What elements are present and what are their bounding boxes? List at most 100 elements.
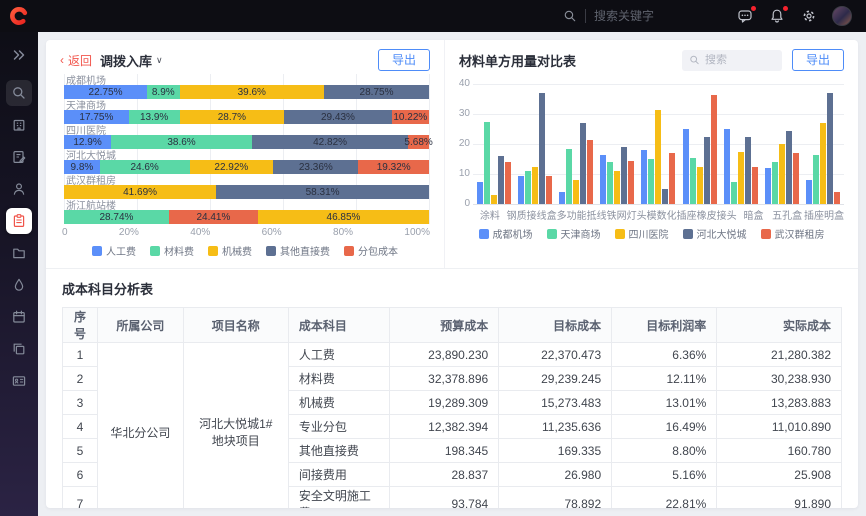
grouped-chart-legend: 成都机场 天津商场 四川医院 河北大悦城 武汉群租房 — [445, 226, 858, 241]
cell-target: 15,273.483 — [498, 390, 613, 415]
cell-subject: 其他直接费 — [287, 438, 391, 463]
cell-index: 2 — [61, 366, 99, 391]
sidebar-item-materials[interactable] — [6, 272, 32, 298]
legend-item[interactable]: 人工费 — [92, 243, 136, 258]
sidebar — [0, 32, 38, 516]
sidebar-item-users[interactable] — [6, 176, 32, 202]
stacked-bar-segment: 24.6% — [99, 160, 190, 174]
sidebar-item-inventory[interactable] — [6, 208, 32, 234]
sidebar-item-copy[interactable] — [6, 336, 32, 362]
legend-item[interactable]: 河北大悦城 — [682, 226, 747, 241]
cell-target-rate: 13.01% — [611, 390, 718, 415]
legend-item[interactable]: 武汉群租房 — [760, 226, 825, 241]
bar — [779, 144, 786, 204]
cell-target-rate: 16.49% — [611, 414, 718, 439]
page-title[interactable]: 调拨入库 — [100, 53, 153, 69]
bar — [614, 171, 621, 204]
cell-target-rate: 6.36% — [611, 342, 718, 367]
bar — [820, 123, 827, 204]
x-axis-tick: 40% — [190, 227, 211, 238]
legend-item[interactable]: 材料费 — [150, 243, 194, 258]
avatar[interactable] — [832, 6, 852, 26]
cell-index: 6 — [61, 462, 99, 487]
topbar — [0, 0, 866, 32]
sidebar-item-transfer[interactable] — [6, 368, 32, 394]
stacked-chart-legend: 人工费 材料费 机械费 其他直接费 分包成本 — [46, 243, 444, 258]
bar — [497, 156, 504, 204]
legend-item[interactable]: 机械费 — [208, 243, 252, 258]
cell-target: 11,235.636 — [498, 414, 613, 439]
back-link[interactable]: ‹ 返回 — [60, 52, 92, 69]
search-icon — [690, 55, 699, 65]
column-header: 成本科目 — [287, 307, 391, 343]
legend-label: 四川医院 — [628, 230, 669, 241]
bar — [834, 192, 841, 204]
legend-item[interactable]: 成都机场 — [478, 226, 533, 241]
sidebar-item-search[interactable] — [6, 80, 32, 106]
bar — [786, 130, 793, 204]
sidebar-item-organization[interactable] — [6, 112, 32, 138]
cell-subject: 材料费 — [287, 366, 391, 391]
logo-c-icon — [10, 7, 28, 25]
transfer-panel-header: ‹ 返回 调拨入库 ∨ 导出 — [46, 40, 444, 74]
bar — [607, 162, 614, 204]
legend-item[interactable]: 分包成本 — [344, 243, 398, 258]
sidebar-item-schedule[interactable] — [6, 304, 32, 330]
legend-item[interactable]: 四川医院 — [614, 226, 669, 241]
export-button-right[interactable]: 导出 — [791, 49, 844, 71]
material-search-box[interactable] — [681, 49, 782, 71]
legend-swatch — [478, 228, 489, 239]
legend-item[interactable]: 其他直接费 — [266, 243, 330, 258]
chevron-down-icon[interactable]: ∨ — [156, 54, 163, 65]
sidebar-item-documents[interactable] — [6, 144, 32, 170]
x-category-label: 插座明盒 — [804, 211, 845, 222]
cell-budget: 198.345 — [389, 438, 500, 463]
sidebar-item-files[interactable] — [6, 240, 32, 266]
x-axis-tick: 60% — [261, 227, 282, 238]
cell-target: 169.335 — [498, 438, 613, 463]
legend-label: 人工费 — [106, 247, 136, 258]
cell-budget: 12,382.394 — [389, 414, 500, 439]
message-badge — [751, 6, 756, 11]
cell-actual: 13,283.883 — [716, 390, 842, 415]
app-logo[interactable] — [0, 0, 38, 32]
cell-subject: 人工费 — [287, 342, 391, 367]
x-category-label: 多功能抵线 — [556, 211, 607, 222]
legend-label: 武汉群租房 — [774, 230, 825, 241]
table-row: 6 间接费用 28.837 26.980 5.16% 25.908 — [61, 462, 842, 487]
cell-company: 华北分公司 — [97, 342, 184, 508]
global-search[interactable] — [563, 9, 704, 23]
main-area: ‹ 返回 调拨入库 ∨ 导出 成都机场 22.75% 8.9% 39.6% 28.75%… — [38, 32, 866, 516]
stacked-bar-segment: 10.22% — [391, 110, 429, 124]
content-card: ‹ 返回 调拨入库 ∨ 导出 成都机场 22.75% 8.9% 39.6% 28.75%… — [46, 40, 858, 508]
legend-swatch — [150, 245, 160, 256]
bar — [648, 159, 655, 204]
table-row: 1 华北分公司 河北大悦城1#地块项目 人工费 23,890.230 22,370.473… — [61, 342, 842, 508]
legend-label: 其他直接费 — [280, 247, 330, 258]
legend-label: 分包成本 — [358, 247, 398, 258]
bar — [765, 168, 772, 204]
export-button-left[interactable]: 导出 — [377, 49, 430, 71]
double-chevron-right-icon — [13, 50, 25, 60]
sidebar-expand[interactable] — [6, 42, 32, 68]
bar — [545, 175, 552, 204]
bell-badge — [783, 6, 788, 11]
message-icon[interactable] — [736, 6, 756, 25]
global-search-input[interactable] — [594, 9, 704, 23]
x-category-label: 涂料 — [479, 211, 500, 222]
cell-budget: 93.784 — [389, 486, 500, 508]
stacked-chart-x-axis: 0 20% 40% 60% 80% 100% — [62, 227, 430, 239]
cell-target: 26.980 — [498, 462, 613, 487]
cell-project: 河北大悦城1#地块项目 — [182, 342, 289, 508]
bar — [655, 109, 662, 204]
material-search-input[interactable] — [704, 54, 775, 66]
stacked-bar: 12.9% 38.6% 42.82% 5.68% — [64, 135, 433, 149]
stacked-bar: 9.8% 24.6% 22.92% 23.36% 19.32% — [64, 160, 429, 174]
legend-item[interactable]: 天津商场 — [546, 226, 601, 241]
stacked-bar-segment: 23.36% — [273, 160, 359, 174]
gear-icon[interactable] — [800, 7, 818, 25]
stacked-bar: 17.75% 13.9% 28.7% 29.43% 10.22% — [64, 110, 429, 124]
legend-label: 材料费 — [164, 247, 194, 258]
bell-icon[interactable] — [768, 6, 788, 25]
stacked-category-label: 成都机场 — [66, 76, 106, 87]
